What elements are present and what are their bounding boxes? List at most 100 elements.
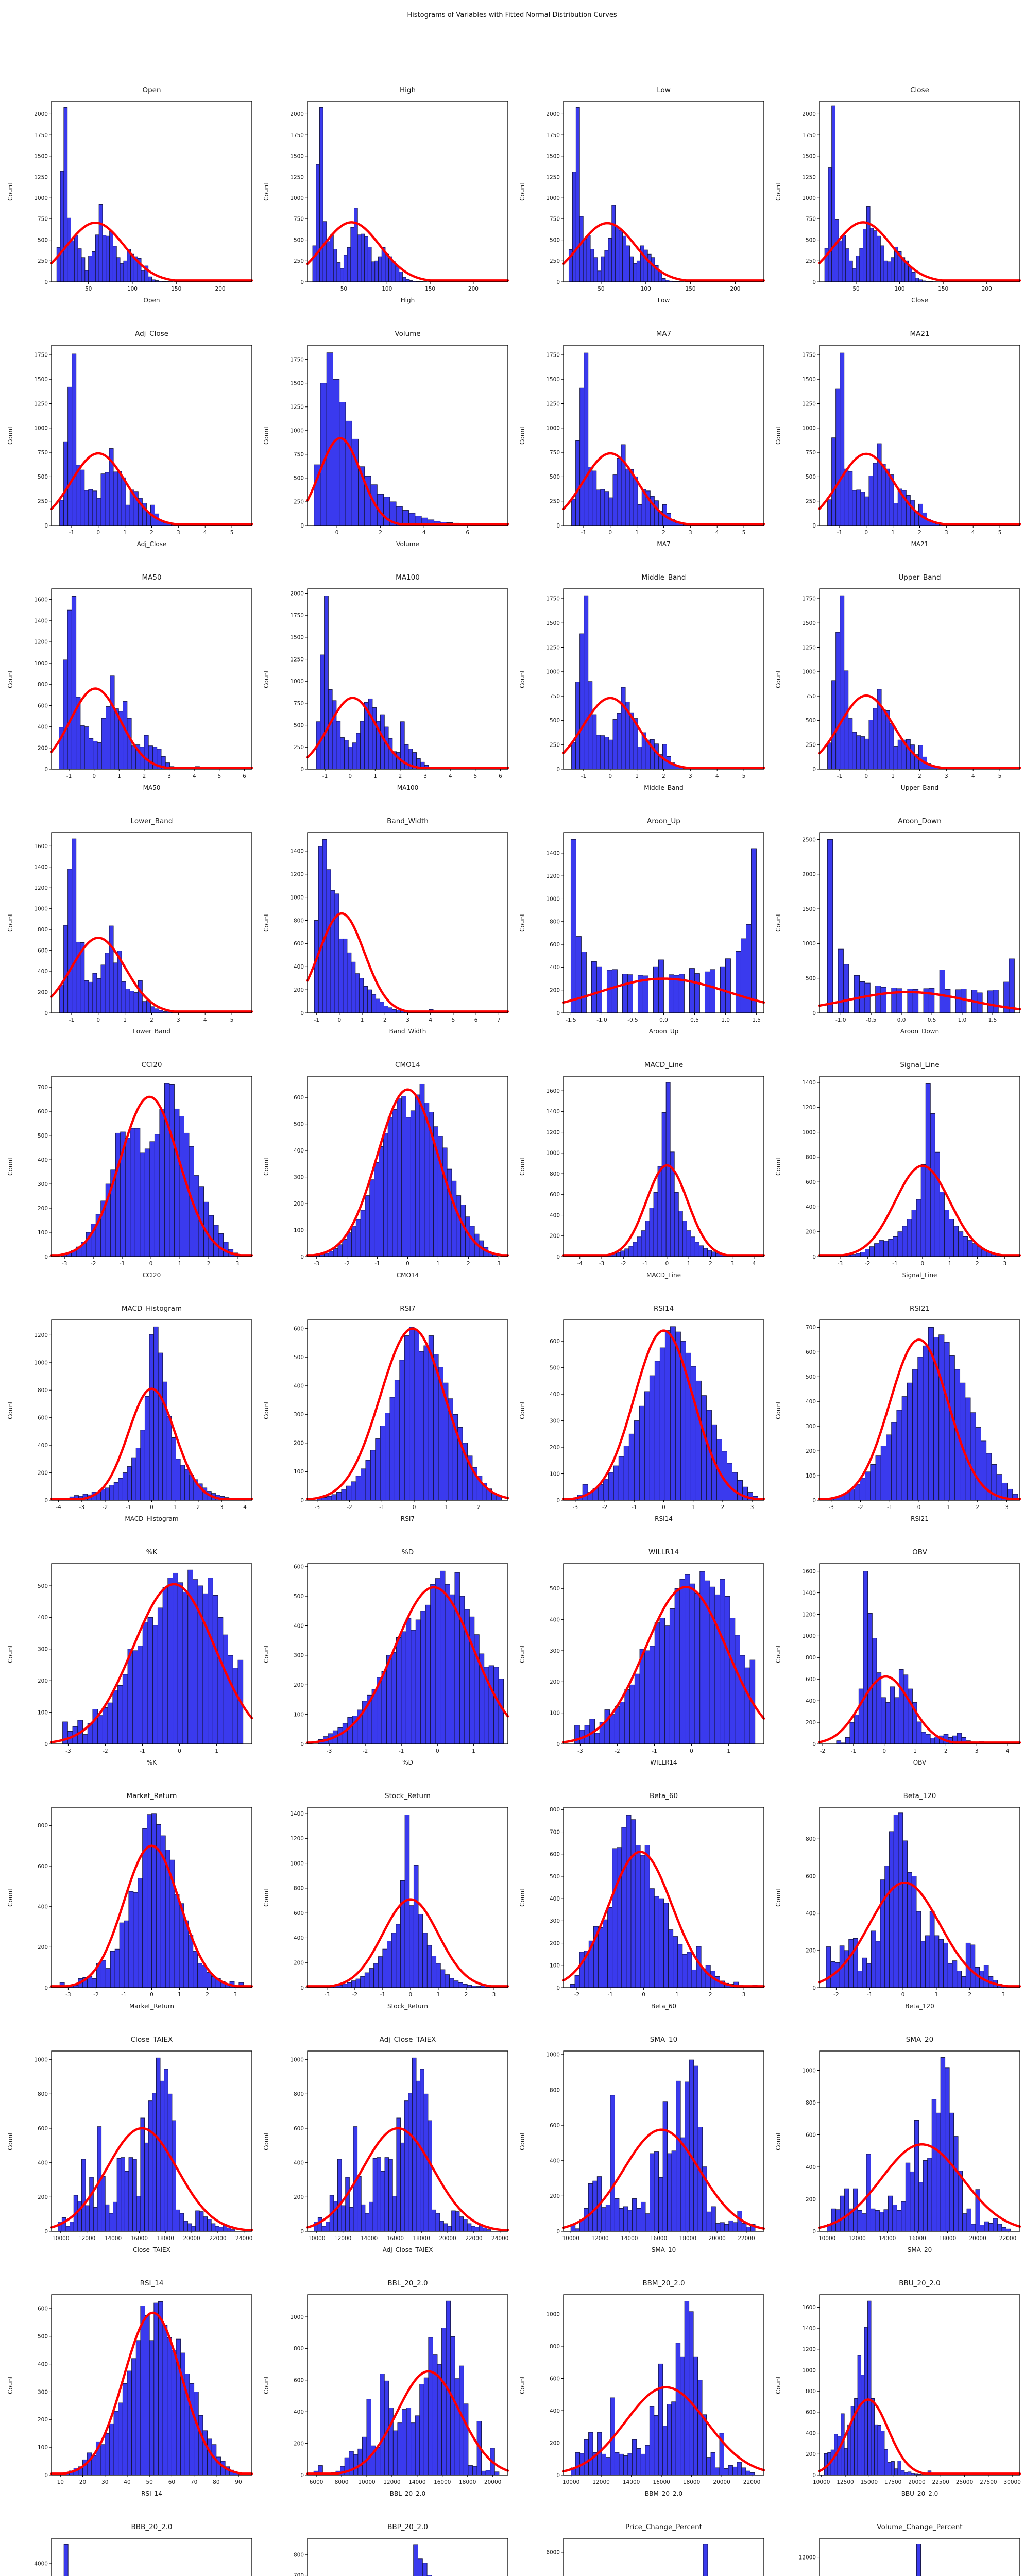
subplot-title: Signal_Line [900, 1061, 939, 1069]
y-tick-label: 1750 [34, 352, 48, 359]
x-tick-label: 0 [335, 530, 339, 536]
histogram-bar [651, 257, 655, 282]
x-axis-label: RSI7 [401, 1515, 415, 1522]
histogram-bar [92, 251, 96, 282]
x-tick-label: 1 [445, 1504, 448, 1511]
y-tick-label: 0 [556, 767, 560, 773]
histogram-bar [232, 1668, 238, 1744]
histogram-bar [641, 1230, 646, 1257]
x-tick-label: 1 [635, 530, 639, 536]
histogram-bar [938, 1939, 944, 1988]
histogram-bar [183, 2221, 188, 2232]
histogram-bar [920, 1941, 926, 1988]
y-tick-label: 500 [806, 718, 816, 724]
histogram-bar [449, 1978, 454, 1988]
histogram-bar [140, 2117, 145, 2232]
histogram-bar [180, 1465, 185, 1501]
histogram-bar [613, 1465, 619, 1501]
plot-cell: RSI7 0 100 200 300 400 500 600 -3 -2 -1 0 1 2 RSI7 Coun… [256, 1295, 512, 1539]
y-tick-label: 1000 [290, 679, 304, 685]
histogram-bar [980, 2225, 985, 2232]
histogram-bar [647, 253, 652, 282]
histogram-bar [72, 838, 77, 1013]
y-tick-label: 0 [300, 2472, 304, 2479]
x-axis-label: Open [143, 297, 160, 304]
y-tick-label: 0 [44, 767, 48, 773]
x-tick-label: 0 [96, 530, 100, 536]
subplot-BBU_20_2.0: BBU_20_2.0020040060080010001200140016001… [775, 2279, 1021, 2497]
subplot-title: Upper_Band [898, 573, 941, 582]
histogram-bar [575, 107, 580, 282]
x-tick-label: 12000 [334, 2235, 351, 2242]
x-tick-label: 2 [197, 1504, 200, 1511]
x-tick-label: 4 [715, 773, 719, 779]
histogram-bar [399, 272, 403, 282]
histogram-bar [415, 2415, 420, 2476]
plot-cell: RSI21 0 100 200 300 400 500 600 700 -3 -2 -1 0 1 2 3 RSI… [768, 1295, 1024, 1539]
y-tick-label: 1000 [290, 195, 304, 201]
histogram-bars [315, 1083, 498, 1257]
normal-curve [306, 1088, 509, 1257]
histogram-bar [601, 2207, 606, 2232]
histogram-bar [604, 491, 609, 526]
subplot-title: MA21 [910, 330, 929, 338]
histogram-bar [689, 1583, 695, 1744]
histogram-bar [182, 1591, 189, 1744]
histogram-bar [110, 1951, 115, 1988]
normal-curve [50, 687, 253, 769]
y-tick-label: 500 [294, 722, 304, 728]
x-axis-label: RSI_14 [141, 2490, 162, 2497]
y-tick-label: 400 [294, 1935, 304, 1941]
x-tick-label: 12000 [78, 2235, 95, 2242]
histogram-bar [341, 1489, 347, 1501]
histogram-bar [174, 1894, 180, 1988]
y-tick-label: 0 [812, 523, 816, 529]
x-tick-label: 100 [641, 286, 651, 292]
x-axis-label: CMO14 [397, 1272, 419, 1279]
histogram-bar [392, 1109, 398, 1257]
y-tick-label: 800 [294, 1886, 304, 1892]
histogram-bar [888, 1239, 894, 1257]
histogram-bar [889, 1831, 894, 1988]
histogram-bar [907, 1382, 913, 1501]
histogram-bar [861, 2375, 865, 2476]
histogram-bar [144, 1148, 150, 1257]
histogram-bar [153, 1326, 159, 1501]
histogram-bar [144, 735, 149, 770]
normal-curve [562, 697, 765, 769]
histogram-bar [645, 2445, 650, 2476]
x-axis-label: WILLR14 [650, 1759, 677, 1766]
histogram-bar [326, 2222, 330, 2232]
histogram-bar [697, 2127, 703, 2232]
y-tick-label: 200 [550, 987, 560, 993]
histogram-bar [100, 2444, 106, 2476]
histogram-bar [389, 1397, 395, 1501]
histogram-bar [468, 2465, 473, 2476]
histogram-bar [689, 2059, 694, 2232]
histogram-bar [571, 742, 576, 770]
y-tick-label: 1000 [34, 195, 48, 201]
histogram-bar [85, 2205, 90, 2232]
histogram-bar [327, 1496, 332, 1501]
histogram-bar [907, 1872, 912, 1988]
subplot-Price_Change_Percent: Price_Change_Percent01000200030004000500… [546, 2523, 764, 2576]
histogram-bar [888, 2195, 893, 2232]
plot-cell: CCI20 0 100 200 300 400 500 600 700 -3 -2 -1 0 1 2 3 CCI… [0, 1052, 256, 1295]
y-tick-label: 200 [550, 1679, 560, 1685]
histogram-bar [77, 248, 82, 282]
y-tick-label: 0 [44, 2472, 48, 2479]
y-tick-label: 2000 [802, 872, 816, 878]
plot-frame [307, 1807, 508, 1988]
histogram-bar [682, 1221, 687, 1257]
normal-curve [50, 2311, 253, 2475]
histogram-bar [355, 1978, 361, 1988]
histogram-bar [714, 1594, 721, 1744]
y-tick-label: 600 [38, 1863, 48, 1870]
histogram-bar [875, 1455, 881, 1501]
histogram-bar [202, 2430, 208, 2476]
histogram-bar [993, 2218, 998, 2232]
